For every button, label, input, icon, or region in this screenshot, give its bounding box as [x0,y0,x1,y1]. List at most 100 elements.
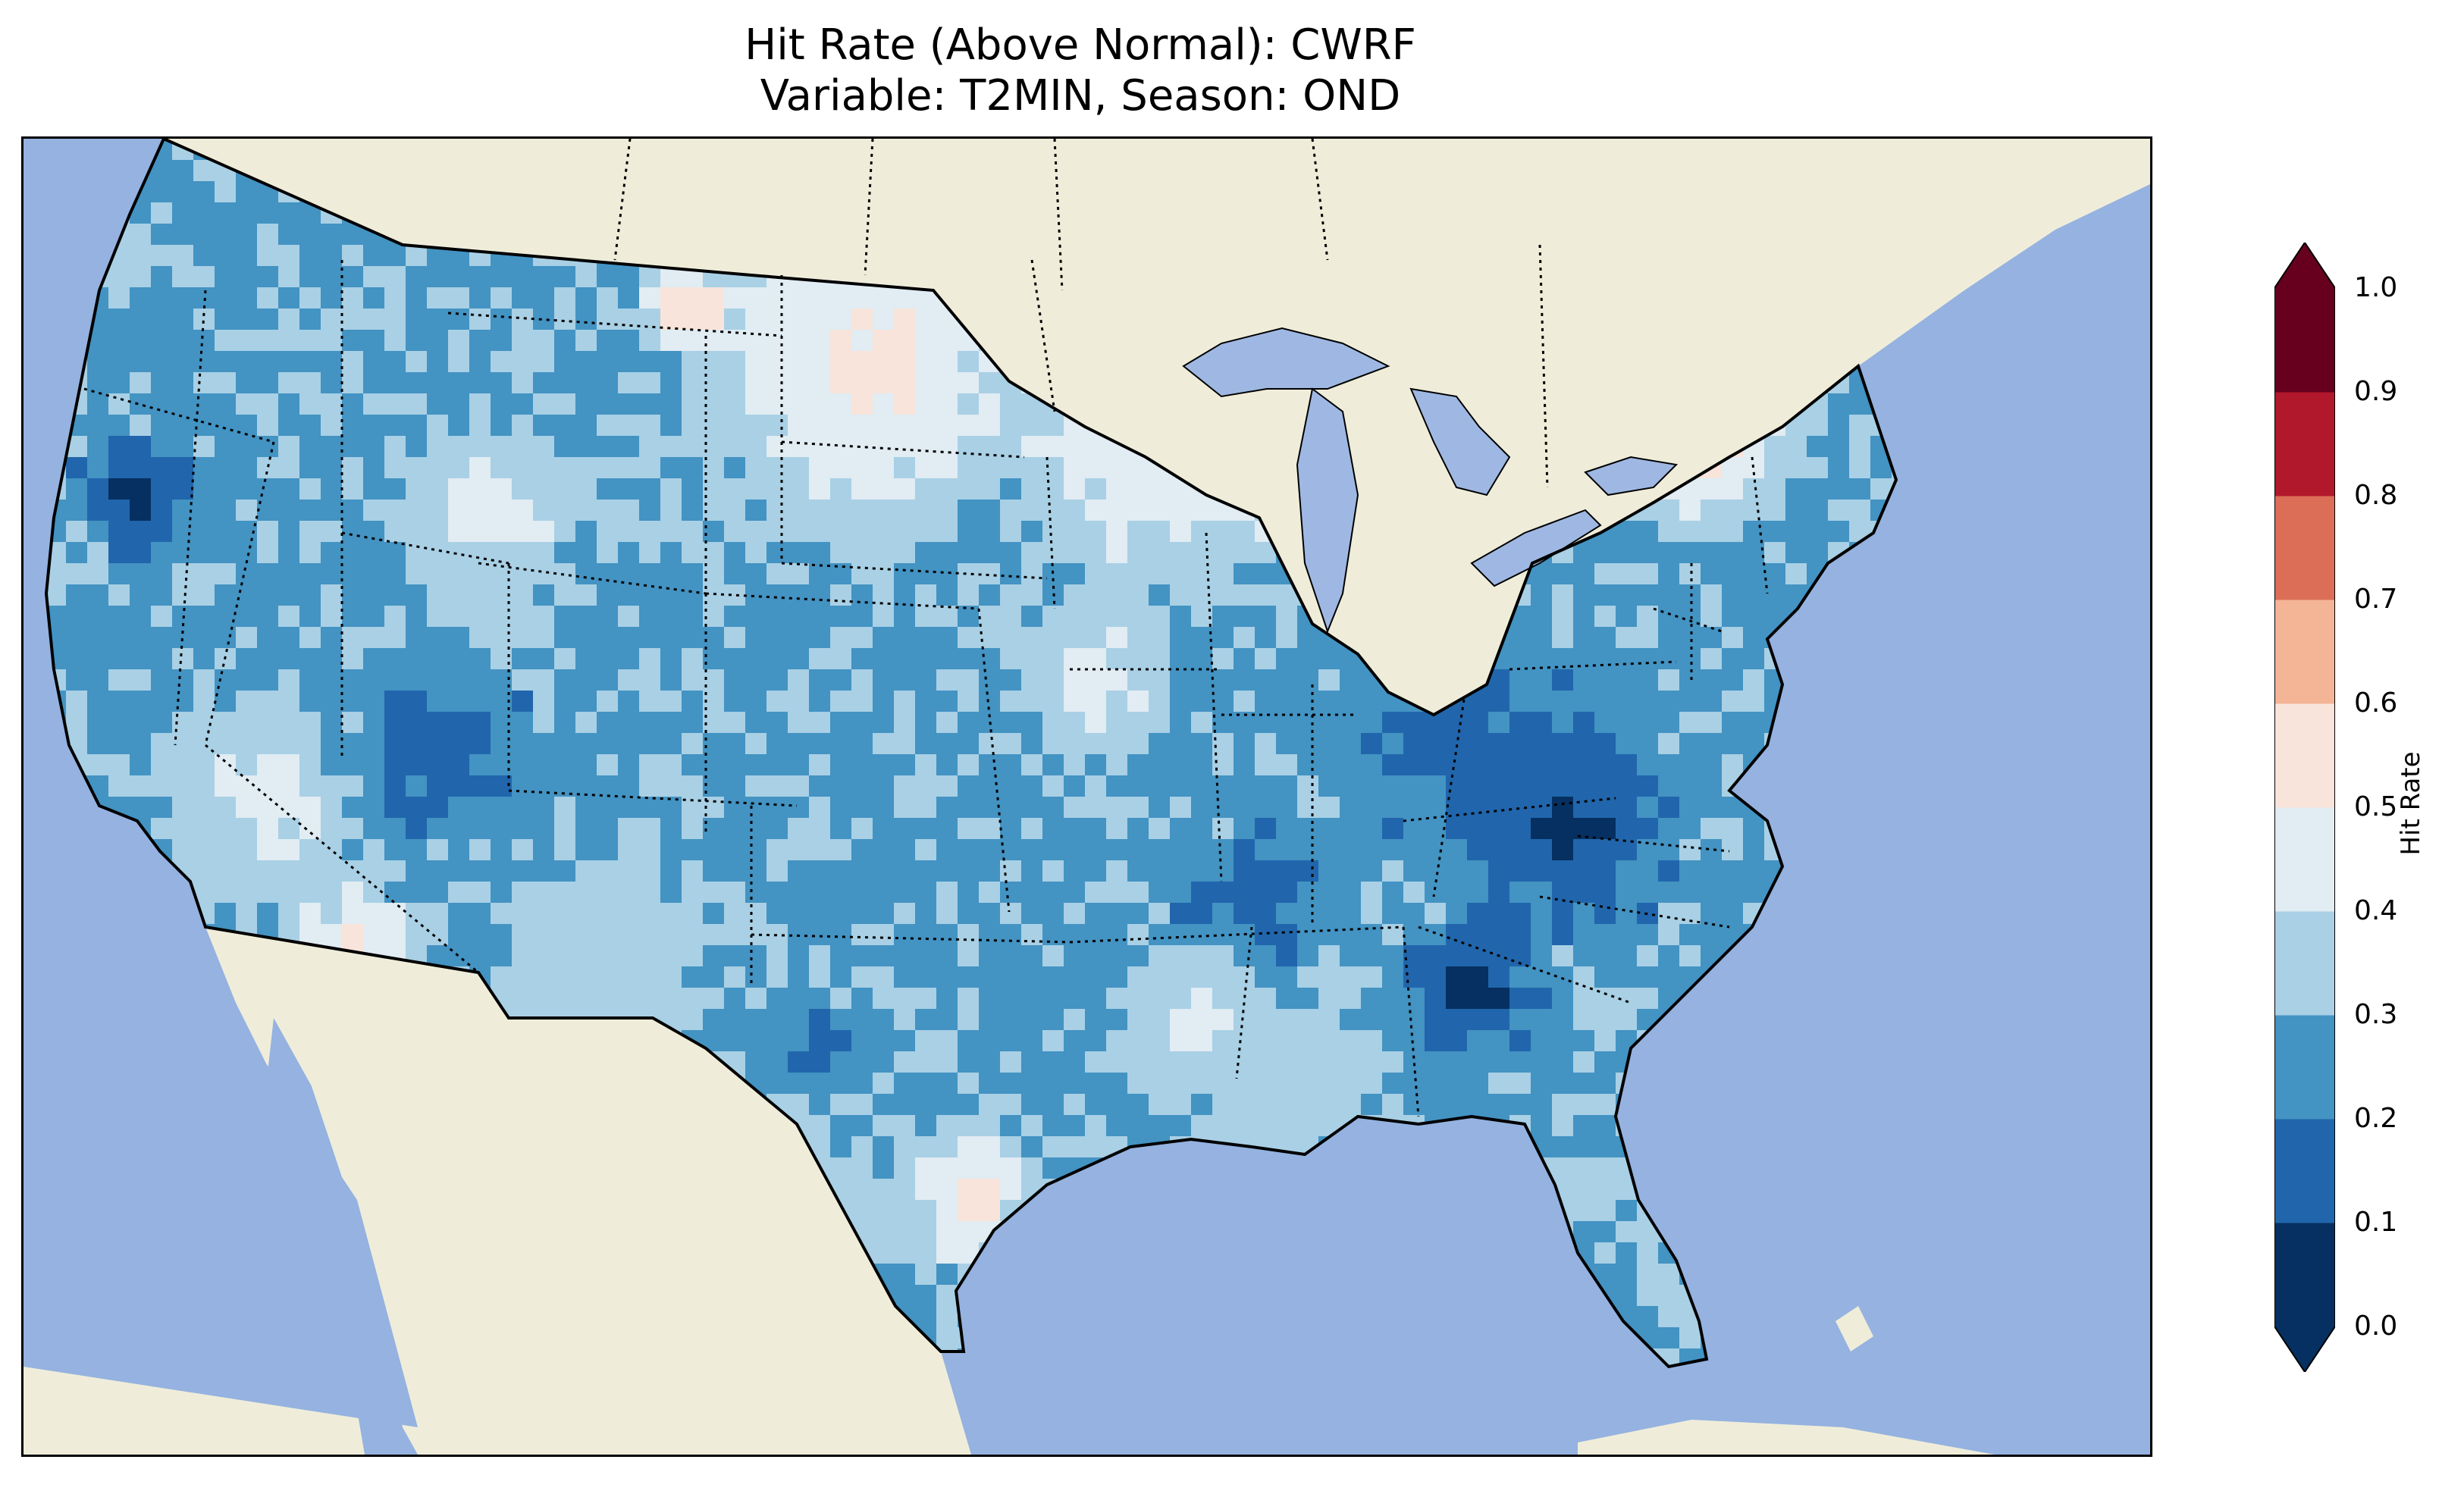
grid-cell [469,457,491,478]
grid-cell [830,1030,851,1051]
coastline [44,139,1898,1369]
grid-cell [1085,669,1106,691]
grid-cell [1106,712,1127,733]
grid-cell [1127,521,1149,542]
grid-cell [766,457,788,478]
grid-cell [512,988,533,1009]
grid-cell [108,1306,130,1327]
grid-cell [915,1221,936,1242]
grid-cell [278,882,299,903]
grid-cell [1913,669,1934,691]
grid-cell [151,966,172,988]
grid-cell [2061,1433,2083,1455]
grid-cell [1042,1327,1064,1348]
grid-cell [448,436,469,457]
grid-cell [1000,1179,1021,1200]
grid-cell [1913,1136,1934,1157]
grid-cell [448,754,469,775]
grid-cell [1955,1073,1977,1094]
grid-cell [66,966,87,988]
grid-cell [2040,648,2061,669]
grid-cell [1658,733,1679,754]
grid-cell [1106,818,1127,839]
grid-cell [1488,860,1509,882]
grid-cell [172,733,193,754]
grid-cell [958,563,979,584]
grid-cell [830,648,851,669]
grid-cell [1000,1327,1021,1348]
grid-cell [1509,1157,1531,1179]
grid-cell [597,457,618,478]
grid-cell [384,330,406,351]
grid-cell [321,924,342,945]
grid-cell [1170,988,1191,1009]
grid-cell [1382,1348,1403,1367]
grid-cell [1488,1285,1509,1306]
grid-cell [2104,1306,2125,1327]
grid-cell [851,330,873,351]
grid-cell [682,330,703,351]
grid-cell [2040,1433,2061,1455]
grid-cell [851,287,873,309]
grid-cell [724,436,745,457]
grid-cell [1234,1179,1255,1200]
grid-cell [915,1242,936,1264]
grid-cell [1913,1242,1934,1264]
grid-cell [2061,542,2083,563]
grid-cell [639,542,660,563]
grid-cell [1722,754,1743,775]
grid-cell [1892,1115,1896,1136]
grid-cell [46,436,66,457]
grid-cell [1531,1370,1552,1391]
grid-cell [236,627,257,648]
grid-cell [724,415,745,436]
grid-cell [1998,754,2019,775]
grid-cell [1849,436,1870,457]
grid-cell [618,309,639,330]
grid-cell [894,712,915,733]
grid-cell [1255,1051,1276,1073]
grid-cell [597,521,618,542]
grid-cell [597,309,618,330]
chart-title: Hit Rate (Above Normal): CWRF [745,20,1416,70]
grid-cell [257,245,278,266]
grid-cell [2146,1348,2150,1370]
grid-cell [1382,818,1403,839]
grid-cell [448,775,469,797]
grid-cell [766,309,788,330]
grid-cell [299,924,321,945]
grid-cell [724,351,745,372]
grid-cell [66,1200,87,1221]
grid-cell [873,478,894,500]
grid-cell [1488,733,1509,754]
grid-cell [469,606,491,627]
grid-cell [618,860,639,882]
grid-cell [894,309,915,330]
grid-cell [406,712,427,733]
grid-cell [299,775,321,797]
grid-cell [2019,542,2040,563]
grid-cell [1531,860,1552,882]
colorbar-bin [2274,703,2335,808]
grid-cell [1764,1009,1785,1030]
grid-cell [87,202,108,224]
grid-cell [915,500,936,521]
grid-cell [1021,563,1042,584]
grid-cell [130,224,151,245]
grid-cell [321,309,342,330]
grid-cell [533,393,554,415]
grid-cell [1191,882,1212,903]
grid-cell [1106,1412,1127,1433]
grid-cell [172,584,193,606]
grid-cell [342,372,363,393]
grid-cell [1064,712,1085,733]
grid-cell [639,372,660,393]
grid-cell [1849,457,1870,478]
grid-cell [1276,924,1297,945]
grid-cell [1743,1391,1764,1412]
grid-cell [936,415,958,436]
grid-cell [1297,797,1318,818]
colorbar-bin [2274,807,2335,912]
colorbar-tick-label: 0.7 [2354,584,2398,615]
grid-cell [873,287,894,309]
